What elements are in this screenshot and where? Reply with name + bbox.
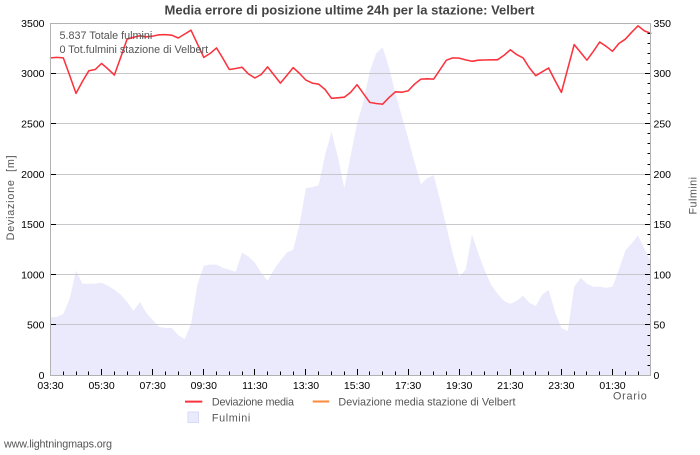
svg-text:Fulmini: Fulmini xyxy=(212,412,251,424)
svg-text:www.lightningmaps.org: www.lightningmaps.org xyxy=(3,439,112,451)
svg-text:Media errore di posizione ulti: Media errore di posizione ultime 24h per… xyxy=(165,3,536,18)
svg-text:17:30: 17:30 xyxy=(395,380,421,392)
svg-text:1000: 1000 xyxy=(21,269,45,281)
svg-text:Fulmini: Fulmini xyxy=(688,177,700,215)
svg-text:100: 100 xyxy=(654,269,672,281)
svg-text:150: 150 xyxy=(654,219,672,231)
svg-text:19:30: 19:30 xyxy=(446,380,472,392)
svg-text:350: 350 xyxy=(654,18,672,30)
svg-text:2000: 2000 xyxy=(21,169,45,181)
svg-text:03:30: 03:30 xyxy=(37,380,63,392)
svg-text:11:30: 11:30 xyxy=(242,380,268,392)
svg-text:01:30: 01:30 xyxy=(599,380,625,392)
svg-text:0: 0 xyxy=(654,370,660,382)
svg-text:3000: 3000 xyxy=(21,68,45,80)
svg-text:23:30: 23:30 xyxy=(548,380,574,392)
svg-text:5.837 Totale fulmini: 5.837 Totale fulmini xyxy=(60,30,153,42)
svg-text:13:30: 13:30 xyxy=(293,380,319,392)
svg-text:0 Tot.fulmini stazione di Velb: 0 Tot.fulmini stazione di Velbert xyxy=(60,44,209,56)
svg-text:Deviazione [m]: Deviazione [m] xyxy=(5,155,17,241)
svg-text:300: 300 xyxy=(654,68,672,80)
svg-text:Deviazione media: Deviazione media xyxy=(212,397,294,409)
svg-text:3500: 3500 xyxy=(21,18,45,30)
svg-text:1500: 1500 xyxy=(21,219,45,231)
svg-text:2500: 2500 xyxy=(21,119,45,131)
svg-text:50: 50 xyxy=(654,320,666,332)
svg-text:07:30: 07:30 xyxy=(140,380,166,392)
svg-text:21:30: 21:30 xyxy=(497,380,523,392)
svg-text:200: 200 xyxy=(654,169,672,181)
svg-text:Orario: Orario xyxy=(613,391,648,403)
svg-text:05:30: 05:30 xyxy=(88,380,114,392)
svg-text:15:30: 15:30 xyxy=(344,380,370,392)
svg-text:500: 500 xyxy=(27,320,45,332)
svg-text:09:30: 09:30 xyxy=(191,380,217,392)
svg-text:0: 0 xyxy=(39,370,45,382)
svg-text:250: 250 xyxy=(654,119,672,131)
svg-text:Deviazione media stazione di V: Deviazione media stazione di Velbert xyxy=(338,397,515,409)
